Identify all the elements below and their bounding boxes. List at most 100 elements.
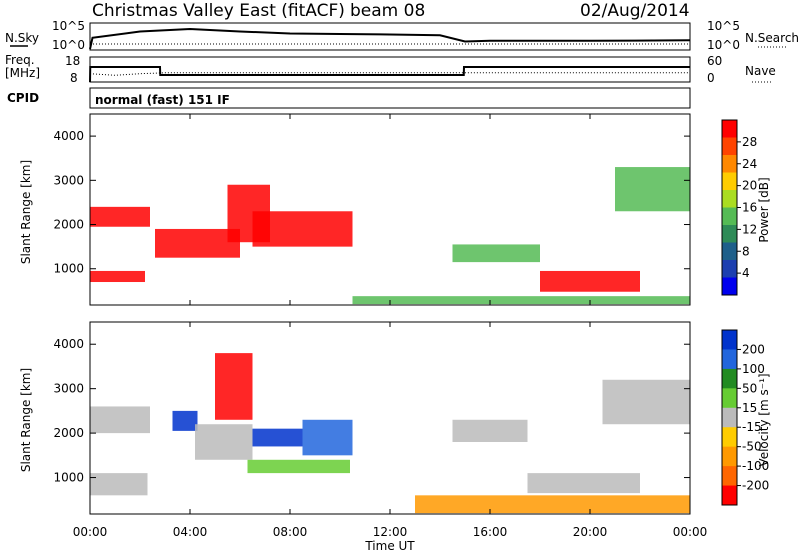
power-data bbox=[90, 167, 690, 305]
y-tick-label: 3000 bbox=[53, 382, 84, 396]
plot-title: Christmas Valley East (fitACF) bbox=[92, 1, 345, 21]
x-tick-label: 00:00 bbox=[73, 525, 108, 539]
power-region bbox=[252, 211, 353, 247]
nave-tick-bottom: 0 bbox=[707, 71, 715, 85]
x-tick-label: 04:00 bbox=[173, 525, 208, 539]
colorbar-swatch bbox=[722, 485, 737, 506]
y-tick-label: 2000 bbox=[53, 218, 84, 232]
colorbar-tick-label: 100 bbox=[742, 362, 765, 376]
velocity-colorbar-label: Velocity [m s⁻¹] bbox=[757, 373, 771, 466]
colorbar-swatch bbox=[722, 260, 737, 278]
freq-tick-top: 18 bbox=[65, 54, 80, 68]
nave-label: Nave bbox=[745, 64, 776, 78]
date-label: 02/Aug/2014 bbox=[580, 1, 690, 21]
colorbar-swatch bbox=[722, 466, 737, 487]
x-tick-label: 12:00 bbox=[373, 525, 408, 539]
colorbar-swatch bbox=[722, 427, 737, 448]
power-region bbox=[615, 167, 690, 212]
cpid-row: CPID normal (fast) 151 IF bbox=[7, 87, 691, 109]
power-region bbox=[155, 228, 240, 258]
y-tick-label: 4000 bbox=[53, 337, 84, 351]
x-axis: 00:00 04:00 08:00 12:00 16:00 20:00 00:00 bbox=[73, 114, 708, 539]
y-tick-label: 3000 bbox=[53, 173, 84, 187]
x-tick-label: 00:00 bbox=[673, 525, 708, 539]
colorbar-tick-label: -50 bbox=[742, 440, 762, 454]
power-region bbox=[90, 206, 150, 227]
colorbar-tick-label: 24 bbox=[742, 157, 757, 171]
colorbar-swatch bbox=[722, 242, 737, 261]
x-axis-label: Time UT bbox=[364, 539, 415, 553]
velocity-region bbox=[90, 406, 150, 434]
colorbar-swatch bbox=[722, 225, 737, 243]
velocity-data bbox=[90, 353, 690, 514]
colorbar-tick-label: 12 bbox=[742, 222, 757, 236]
power-colorbar: 28 24 20 16 12 8 4 Power [dB] bbox=[721, 119, 771, 296]
power-y-axis-label: Slant Range [km] bbox=[19, 160, 33, 264]
velocity-region bbox=[90, 473, 148, 496]
noise-panel: N.Sky 10^5 10^0 10^5 10^0 N.Search bbox=[5, 19, 799, 52]
cpid-label: CPID bbox=[7, 91, 39, 105]
velocity-region bbox=[527, 473, 640, 494]
power-region bbox=[90, 270, 145, 283]
nsky-tick-bottom: 10^0 bbox=[52, 38, 85, 52]
colorbar-swatch bbox=[722, 120, 737, 138]
colorbar-swatch bbox=[722, 155, 737, 173]
nsky-series-line bbox=[89, 27, 691, 50]
velocity-region bbox=[172, 410, 198, 431]
nsky-label: N.Sky bbox=[5, 31, 39, 45]
y-tick-label: 2000 bbox=[53, 426, 84, 440]
freq-series-line bbox=[89, 66, 690, 83]
y-tick-label: 1000 bbox=[53, 262, 84, 276]
nsearch-tick-top: 10^5 bbox=[707, 19, 740, 33]
colorbar-swatch bbox=[722, 349, 737, 370]
nave-tick-top: 60 bbox=[707, 54, 722, 68]
freq-panel: Freq. [MHz] 18 8 60 0 Nave bbox=[5, 53, 776, 85]
velocity-panel: 1000 2000 3000 4000 Slant Range [km] bbox=[19, 321, 691, 515]
freq-label-line1: Freq. bbox=[5, 53, 35, 67]
power-colorbar-label: Power [dB] bbox=[757, 177, 771, 242]
colorbar-swatch bbox=[722, 207, 737, 226]
colorbar-swatch bbox=[722, 172, 737, 191]
velocity-region bbox=[452, 419, 528, 442]
colorbar-tick-label: 4 bbox=[742, 266, 750, 280]
power-region bbox=[452, 244, 540, 263]
nsearch-tick-bottom: 10^0 bbox=[707, 38, 740, 52]
colorbar-swatch bbox=[722, 137, 737, 156]
colorbar-tick-label: 15 bbox=[742, 401, 757, 415]
colorbar-swatch bbox=[722, 368, 737, 389]
colorbar-tick-label: 50 bbox=[742, 381, 757, 395]
freq-label-line2: [MHz] bbox=[5, 66, 40, 80]
velocity-region bbox=[247, 459, 350, 474]
nsearch-label: N.Search bbox=[745, 31, 799, 45]
velocity-region bbox=[415, 495, 690, 514]
colorbar-tick-label: 20 bbox=[742, 179, 757, 193]
power-panel: 1000 2000 3000 4000 Slant Range [km] bbox=[19, 113, 691, 306]
y-tick-label: 4000 bbox=[53, 129, 84, 143]
velocity-region bbox=[215, 353, 253, 420]
colorbar-swatch bbox=[722, 190, 737, 208]
colorbar-tick-label: -100 bbox=[742, 459, 769, 473]
colorbar-tick-label: 200 bbox=[742, 342, 765, 356]
velocity-region bbox=[302, 419, 353, 456]
y-tick-label: 1000 bbox=[53, 471, 84, 485]
colorbar-swatch bbox=[722, 407, 737, 428]
colorbar-tick-label: -15 bbox=[742, 420, 762, 434]
colorbar-swatch bbox=[722, 277, 737, 296]
colorbar-tick-label: 8 bbox=[742, 244, 750, 258]
colorbar-tick-label: -200 bbox=[742, 479, 769, 493]
colorbar-swatch bbox=[722, 388, 737, 409]
velocity-region bbox=[602, 379, 690, 425]
x-tick-label: 20:00 bbox=[573, 525, 608, 539]
colorbar-swatch bbox=[722, 446, 737, 467]
velocity-colorbar: 200 100 50 15 -15 -50 -100 -200 Velocity [m s⁻¹… bbox=[721, 329, 771, 506]
colorbar-tick-label: 28 bbox=[742, 135, 757, 149]
power-region bbox=[352, 296, 690, 305]
velocity-y-axis-label: Slant Range [km] bbox=[19, 368, 33, 472]
beam-label: beam 08 bbox=[350, 1, 425, 21]
freq-tick-bottom: 8 bbox=[70, 71, 78, 85]
x-tick-label: 16:00 bbox=[473, 525, 508, 539]
velocity-region bbox=[195, 424, 253, 460]
x-tick-label: 08:00 bbox=[273, 525, 308, 539]
nsky-tick-top: 10^5 bbox=[52, 19, 85, 33]
